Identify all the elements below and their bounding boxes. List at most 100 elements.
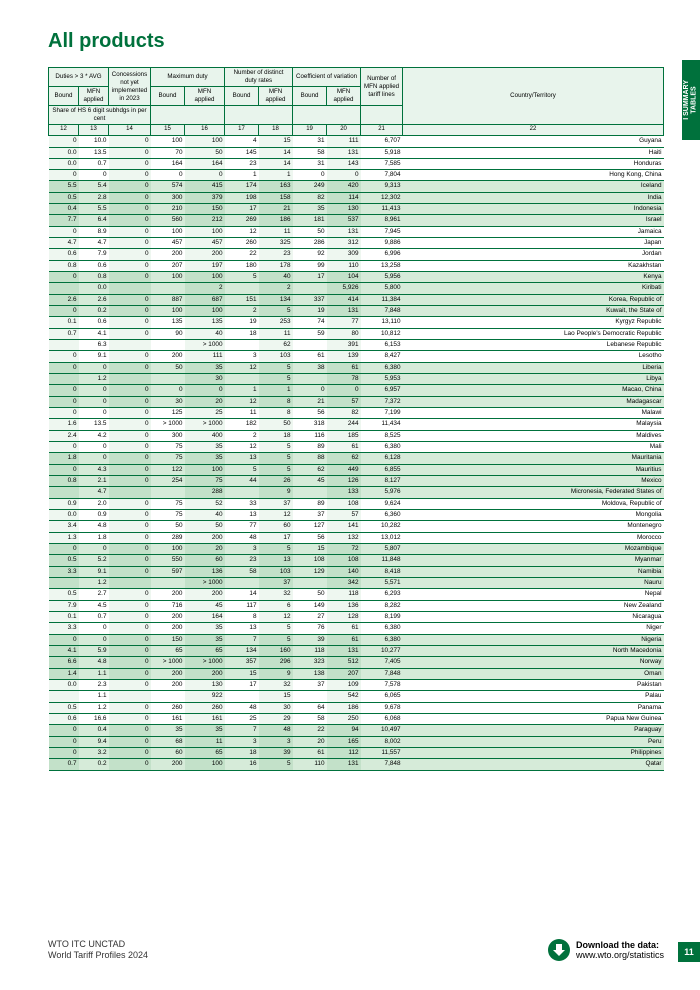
- data-cell: 0: [109, 611, 151, 622]
- data-cell: 2: [259, 283, 293, 294]
- data-cell: 100: [185, 464, 225, 475]
- table-row: 0.82.10254754426451268,127Mexico: [49, 476, 664, 487]
- data-cell: 12: [225, 396, 259, 407]
- data-cell: 65: [185, 645, 225, 656]
- download-url: www.wto.org/statistics: [576, 950, 664, 960]
- data-cell: 260: [225, 238, 259, 249]
- data-cell: [109, 577, 151, 588]
- data-cell: > 1000: [151, 419, 185, 430]
- data-cell: 45: [185, 600, 225, 611]
- hdr-bound: Bound: [49, 87, 79, 106]
- data-cell: 0: [109, 725, 151, 736]
- table-row: 7.94.507164511761491368,282New Zealand: [49, 600, 664, 611]
- data-cell: 6,380: [361, 362, 403, 373]
- table-row: 2.44.203004002181161858,525Maldives: [49, 430, 664, 441]
- data-cell: 65: [151, 645, 185, 656]
- country-cell: Honduras: [403, 158, 664, 169]
- data-cell: 9,886: [361, 238, 403, 249]
- data-cell: 14: [259, 158, 293, 169]
- data-cell: 48: [225, 532, 259, 543]
- data-cell: 68: [151, 736, 185, 747]
- data-cell: 0: [109, 747, 151, 758]
- table-row: 0.51.202602604830641869,678Panama: [49, 702, 664, 713]
- data-cell: 135: [151, 317, 185, 328]
- data-cell: 0: [109, 328, 151, 339]
- data-cell: 11,434: [361, 419, 403, 430]
- data-cell: 75: [151, 510, 185, 521]
- table-row: 000100203515725,807Mozambique: [49, 543, 664, 554]
- data-cell: 0: [109, 566, 151, 577]
- country-cell: Moldova, Republic of: [403, 498, 664, 509]
- data-cell: 100: [185, 759, 225, 770]
- data-cell: 11: [185, 736, 225, 747]
- table-row: 09.40681133201658,002Peru: [49, 736, 664, 747]
- data-cell: 4.3: [79, 464, 109, 475]
- data-cell: 13: [259, 555, 293, 566]
- data-cell: 134: [259, 294, 293, 305]
- data-cell: 0: [185, 170, 225, 181]
- table-row: 0001252511856827,199Malawi: [49, 408, 664, 419]
- data-cell: [109, 283, 151, 294]
- data-cell: 111: [327, 136, 361, 147]
- data-cell: 0: [109, 702, 151, 713]
- data-cell: 77: [327, 317, 361, 328]
- data-cell: 210: [151, 204, 185, 215]
- country-cell: Kyrgyz Republic: [403, 317, 664, 328]
- table-row: 1.2> 1000373425,571Nauru: [49, 577, 664, 588]
- data-cell: 10.0: [79, 136, 109, 147]
- table-row: 00.2010010025191317,848Kuwait, the State…: [49, 306, 664, 317]
- table-row: 00.403535748229410,497Paraguay: [49, 725, 664, 736]
- data-cell: 5: [225, 464, 259, 475]
- data-cell: 12: [259, 611, 293, 622]
- data-cell: 0: [109, 351, 151, 362]
- table-row: 0.10.70200164812271288,199Nicaragua: [49, 611, 664, 622]
- data-cell: 5.4: [79, 181, 109, 192]
- table-row: 0.45.5021015017213513011,413Indonesia: [49, 204, 664, 215]
- data-cell: 26: [259, 476, 293, 487]
- data-cell: 141: [327, 521, 361, 532]
- data-cell: 12: [259, 510, 293, 521]
- data-cell: 0: [49, 543, 79, 554]
- data-cell: 70: [151, 147, 185, 158]
- country-cell: Guyana: [403, 136, 664, 147]
- data-cell: 8,427: [361, 351, 403, 362]
- country-cell: Morocco: [403, 532, 664, 543]
- data-cell: 449: [327, 464, 361, 475]
- data-cell: 0: [109, 396, 151, 407]
- data-cell: 3: [225, 543, 259, 554]
- data-cell: 0: [79, 396, 109, 407]
- data-cell: 12: [225, 442, 259, 453]
- data-cell: 5,953: [361, 374, 403, 385]
- data-cell: 20: [185, 543, 225, 554]
- download-icon: [548, 939, 570, 961]
- data-cell: 0: [109, 713, 151, 724]
- data-cell: 0.6: [49, 249, 79, 260]
- data-cell: 0: [109, 668, 151, 679]
- data-cell: 5: [259, 374, 293, 385]
- data-cell: 125: [151, 408, 185, 419]
- table-row: 1.800753513588626,128Mauritania: [49, 453, 664, 464]
- data-cell: 50: [293, 589, 327, 600]
- data-cell: 11,413: [361, 204, 403, 215]
- data-cell: 32: [259, 589, 293, 600]
- data-cell: 0: [79, 408, 109, 419]
- data-cell: > 1000: [185, 657, 225, 668]
- data-cell: 5,956: [361, 272, 403, 283]
- data-cell: 58: [293, 713, 327, 724]
- data-cell: 11: [259, 226, 293, 237]
- data-cell: 61: [293, 351, 327, 362]
- data-cell: 103: [259, 566, 293, 577]
- data-cell: 0: [109, 476, 151, 487]
- data-cell: 5.5: [49, 181, 79, 192]
- data-cell: 35: [185, 442, 225, 453]
- data-cell: 35: [185, 623, 225, 634]
- data-cell: 0: [109, 238, 151, 249]
- data-cell: 0: [49, 272, 79, 283]
- data-cell: 17: [293, 272, 327, 283]
- data-cell: 135: [185, 317, 225, 328]
- data-cell: 61: [327, 362, 361, 373]
- country-cell: Malaysia: [403, 419, 664, 430]
- data-cell: 0: [109, 645, 151, 656]
- data-cell: 0: [109, 260, 151, 271]
- data-cell: 122: [151, 464, 185, 475]
